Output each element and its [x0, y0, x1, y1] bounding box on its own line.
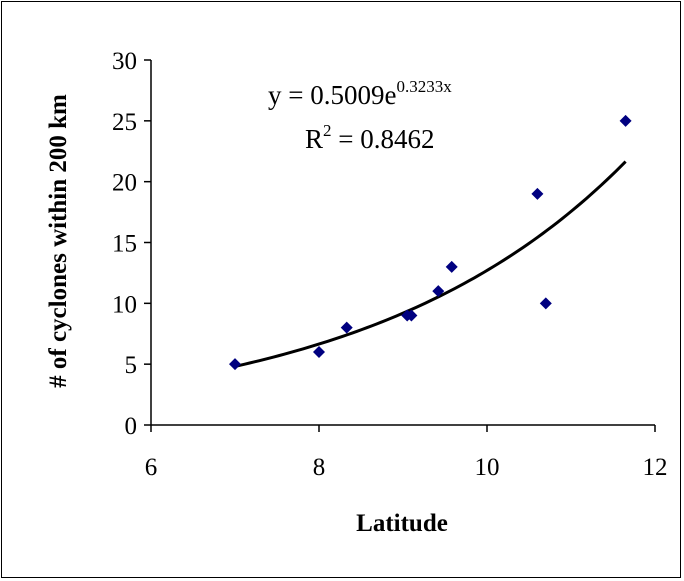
data-point — [531, 187, 544, 200]
r-squared-label: R2 = 0.8462 — [305, 121, 435, 154]
x-tick-label: 12 — [643, 454, 668, 481]
data-point — [340, 321, 353, 334]
y-axis-ticks: 0 5 10 15 20 25 30 — [112, 48, 151, 440]
trendline — [234, 160, 627, 368]
y-tick-label: 15 — [112, 231, 137, 258]
x-axis-ticks: 6 8 10 12 — [145, 425, 668, 481]
y-tick-label: 0 — [125, 413, 138, 440]
data-point — [229, 358, 241, 371]
data-point — [432, 285, 445, 298]
data-points — [229, 114, 632, 371]
data-point — [445, 260, 458, 273]
data-point — [539, 297, 552, 310]
x-tick-label: 8 — [313, 454, 326, 481]
axes — [150, 60, 655, 426]
y-tick-label: 30 — [112, 48, 137, 75]
data-point — [405, 309, 418, 322]
x-axis-title: Latitude — [356, 510, 448, 537]
y-tick-label: 5 — [125, 352, 138, 379]
data-point — [619, 114, 632, 127]
x-tick-label: 6 — [145, 454, 158, 481]
y-axis-title: # of cyclones within 200 km — [45, 94, 72, 388]
y-tick-label: 10 — [112, 291, 137, 318]
data-point — [313, 346, 325, 358]
trendline-equation: y = 0.5009e0.3233x — [268, 77, 452, 110]
y-tick-label: 20 — [112, 170, 137, 197]
x-tick-label: 10 — [475, 454, 500, 481]
y-tick-label: 25 — [112, 109, 137, 136]
